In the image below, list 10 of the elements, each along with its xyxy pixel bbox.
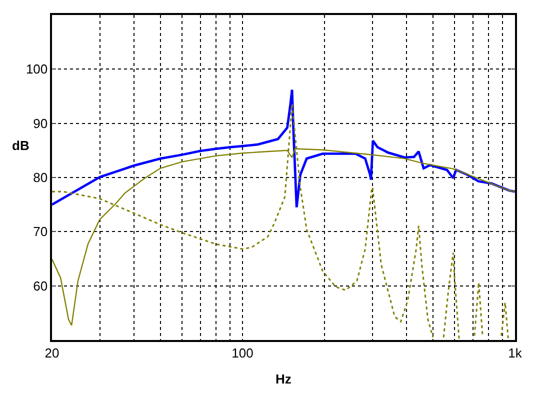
y-axis-title: dB (12, 138, 30, 153)
x-tick-label: 1k (508, 345, 522, 360)
y-tick-label: 60 (33, 278, 48, 294)
y-tick-label: 100 (26, 62, 48, 77)
y-tick-label: 90 (33, 116, 48, 131)
x-axis-title: Hz (276, 371, 292, 386)
x-tick-label: 100 (232, 345, 254, 360)
x-tick-label: 20 (44, 345, 60, 360)
y-tick-label: 80 (33, 170, 48, 186)
y-tick-label: 70 (33, 224, 48, 240)
